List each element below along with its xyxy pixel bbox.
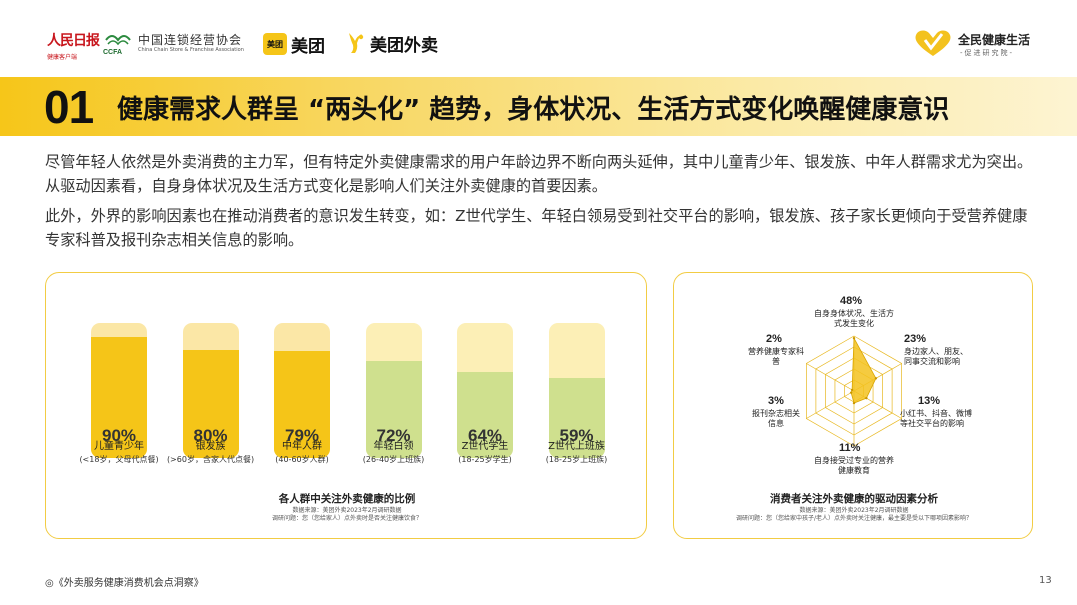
bar-category-label-5: Z世代上班族 [548,441,605,452]
bar-value-label-2: 79% [284,426,320,445]
radar-label-4: 报刊杂志相关信息 [752,409,800,428]
meituan-logo: 美团 美团 [263,32,325,57]
radar-label-5: 营养健康专家科普 [748,347,804,366]
bar-3: 72% [365,323,422,458]
radar-label-3: 自身接受过专业的营养健康教育 [814,456,894,475]
bar-chart-source: 数据来源：美团外卖2023年2月调研数据 [292,507,402,514]
meituan-logo-box: 美团 [263,33,287,55]
ccfa-name-en: China Chain Store & Franchise Associatio… [138,47,244,53]
bar-value-label-3: 72% [376,426,411,445]
renmin-ribao-logo-text: 人民日报 [47,33,100,49]
bar-fill-2 [274,351,330,458]
bar-value-label-0: 90% [101,426,137,445]
title-band [0,77,1077,136]
bar-1: 80% [182,323,239,458]
radar-label-2: 小红书、抖音、微博等社交平台的影响 [900,409,972,428]
renmin-ribao-logo-sub: 健康客户端 [47,54,78,61]
bar-subcategory-label-0: (<18岁，父母代点餐) [79,455,159,464]
ccfa-mark-text: CCFA [103,49,122,56]
radar-spoke-4 [806,390,855,419]
bar-subcategory-label-2: (40-60岁人群) [275,455,329,464]
page-number: 13 [1039,575,1052,586]
radar-label-1: 身边家人、朋友、同事交流和影响 [904,347,968,366]
bar-value-label-4: 64% [467,426,503,445]
bar-chart-question: 调研问题：您（您给家人）点外卖时是否关注健康饮食？ [271,515,422,522]
meituan-waimai-logo-text: 美团外卖 [370,35,438,56]
ccfa-name-cn: 中国连锁经营协会 [138,33,243,47]
bar-subcategory-label-4: (18-25岁学生) [458,455,512,464]
radar-value-1: 23% [904,333,927,345]
radar-chart [806,335,902,447]
influence-paragraph: 此外，外界的影响因素也在推动消费者的意识发生转变，如：Z世代学生、年轻白领易受到… [45,207,1028,249]
radar-data-area [850,336,877,404]
heart-icon [915,30,951,56]
bar-2: 79% [274,323,330,458]
radar-value-5: 2% [766,333,782,345]
radar-value-2: 13% [918,395,941,407]
bar-chart-panel: 90% 儿童青少年 (<18岁，父母代点餐) 80% 银发族 (>60岁，含家人代点餐) 7… [45,272,647,539]
renmin-ribao-logo: 人民日报 健康客户端 [47,30,100,61]
bar-category-label-3: 年轻白领 [373,441,414,452]
radar-point-2 [865,396,868,400]
bar-value-label-5: 59% [559,426,594,445]
ccfa-mark-icon: CCFA [103,35,131,56]
bar-fill-5 [548,378,605,458]
radar-chart-title: 消费者关注外卖健康的驱动因素分析 [770,493,938,505]
radar-point-0 [852,337,856,340]
bar-value-label-1: 80% [193,426,228,445]
qmjk-logo-text: 全民健康生活 [958,33,1031,47]
bar-subcategory-label-5: (18-25岁上班族) [545,455,608,464]
bar-fill-4 [457,371,513,458]
section-number: 01 [44,81,94,133]
bar-fill-3 [365,360,422,458]
bar-fill-0 [91,336,147,458]
radar-value-3: 11% [839,442,861,454]
bar-subcategory-label-3: (26-40岁上班族) [362,455,425,464]
bar-category-label-1: 银发族 [195,441,226,452]
qmjk-logo: 全民健康生活 -促进研究院- [912,28,1042,60]
radar-value-0: 48% [840,295,863,307]
bar-fill-1 [182,350,239,458]
radar-chart-question: 调研问题：您（您给家中孩子/老人）点外卖时关注健康，最主要是受以下哪项因素影响？ [735,515,973,522]
radar-chart-panel: 48% 自身身体状况、生活方式发生变化 23% 身边家人、朋友、同事交流和影响 … [673,272,1033,539]
bar-4: 64% [457,323,513,458]
report-name: ◎《外卖服务健康消费机会点洞察》 [45,578,204,589]
bar-category-label-2: 中年人群 [282,441,322,452]
radar-value-4: 3% [768,395,784,407]
radar-point-4 [849,391,853,394]
radar-chart-source: 数据来源：美团外卖2023年2月调研数据 [799,507,909,514]
page-title: 健康需求人群呈 “两头化” 趋势，身体状况、生活方式变化唤醒健康意识 [117,95,950,125]
radar-label-0: 自身身体状况、生活方式发生变化 [814,309,894,328]
radar-spoke-5 [806,363,855,392]
intro-paragraph: 尽管年轻人依然是外卖消费的主力军，但有特定外卖健康需求的用户年龄边界不断向两头延… [45,153,1033,195]
bar-subcategory-label-1: (>60岁，含家人代点餐) [166,455,255,464]
kangaroo-icon [349,33,364,53]
bar-category-label-4: Z世代学生 [461,441,509,452]
bar-5: 59% [548,323,605,458]
meituan-waimai-logo: 美团外卖 [345,30,438,56]
bar-category-label-0: 儿童青少年 [94,441,144,452]
bar-0: 90% [91,323,147,458]
radar-point-5 [850,388,854,392]
radar-point-1 [874,377,878,380]
qmjk-logo-sub: -促进研究院- [960,49,1015,57]
radar-point-3 [852,401,856,405]
meituan-logo-text: 美团 [291,36,325,57]
bar-chart-title: 各人群中关注外卖健康的比例 [278,493,416,505]
